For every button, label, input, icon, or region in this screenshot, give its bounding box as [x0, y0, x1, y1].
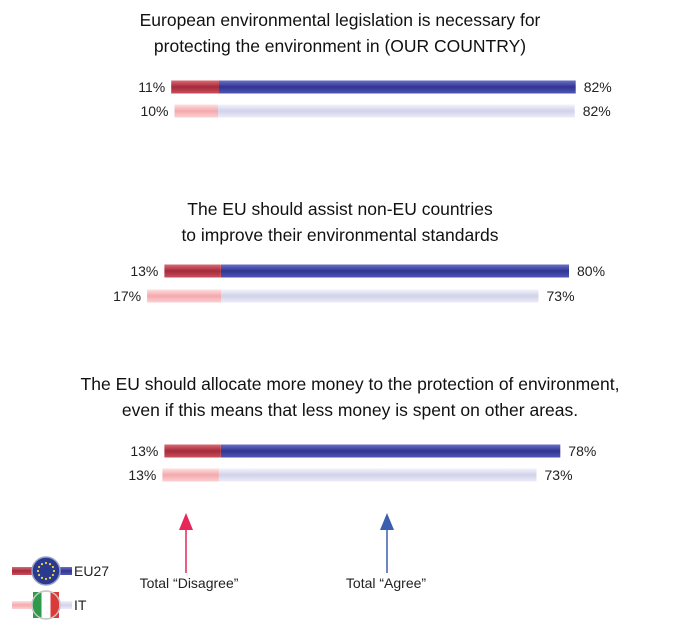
disagree-bar [174, 104, 218, 118]
legend-label: IT [74, 597, 87, 613]
disagree-value-label: 17% [113, 288, 141, 304]
chart-title-line: The EU should allocate more money to the… [81, 374, 620, 394]
bar-row-it: 17% 73% [113, 288, 574, 304]
agree-bar [218, 104, 575, 118]
chart-title-line: to improve their environmental standards [181, 225, 498, 245]
bar-row-it: 10% 82% [140, 103, 610, 119]
legend-disagree-swatch [12, 567, 38, 575]
chart-3: The EU should allocate more money to the… [81, 374, 620, 483]
disagree-axis-label: Total “Disagree” [140, 575, 239, 591]
bar-row-eu27: 13% 78% [130, 443, 596, 459]
disagree-value-label: 11% [138, 79, 165, 95]
agree-bar [221, 444, 561, 458]
agree-value-label: 73% [547, 288, 575, 304]
disagree-bar [164, 444, 221, 458]
chart-title-line: The EU should assist non-EU countries [187, 199, 493, 219]
disagree-bar [171, 80, 219, 94]
disagree-value-label: 13% [130, 443, 158, 459]
legend-item-it: IT [12, 590, 87, 620]
agree-bar [219, 468, 537, 482]
disagree-value-label: 10% [140, 103, 168, 119]
bar-row-eu27: 11% 82% [138, 79, 612, 95]
agree-value-label: 80% [577, 263, 605, 279]
legend-item-eu27: EU27 [12, 556, 109, 586]
agree-bar [221, 264, 569, 278]
disagree-bar [162, 468, 219, 482]
agree-value-label: 73% [545, 467, 573, 483]
agree-value-label: 82% [584, 79, 612, 95]
legend-disagree-swatch [12, 601, 38, 609]
disagree-value-label: 13% [128, 467, 156, 483]
agree-bar [219, 80, 576, 94]
disagree-bar [164, 264, 221, 278]
legend-label: EU27 [74, 563, 109, 579]
agree-value-label: 78% [568, 443, 596, 459]
disagree-bar [147, 289, 221, 303]
legend-agree-swatch [56, 567, 72, 575]
disagree-arrow-head-icon [179, 513, 193, 530]
italy-flag-icon [31, 590, 61, 620]
chart-title-line: European environmental legislation is ne… [140, 10, 541, 30]
legend-agree-swatch [56, 601, 72, 609]
direction-arrows [179, 513, 394, 573]
chart-title-line: protecting the environment in (OUR COUNT… [154, 36, 526, 56]
chart-1: European environmental legislation is ne… [138, 10, 612, 119]
legend: EU27 IT [12, 556, 109, 620]
agree-arrow-head-icon [380, 513, 394, 530]
eu-flag-icon [31, 556, 61, 586]
bar-row-eu27: 13% 80% [130, 263, 605, 279]
bar-row-it: 13% 73% [128, 467, 572, 483]
agree-value-label: 82% [583, 103, 611, 119]
disagree-value-label: 13% [130, 263, 158, 279]
chart-2: The EU should assist non-EU countries to … [113, 199, 605, 304]
agree-bar [221, 289, 539, 303]
chart-title-line: even if this means that less money is sp… [122, 400, 578, 420]
agree-axis-label: Total “Agree” [346, 575, 426, 591]
